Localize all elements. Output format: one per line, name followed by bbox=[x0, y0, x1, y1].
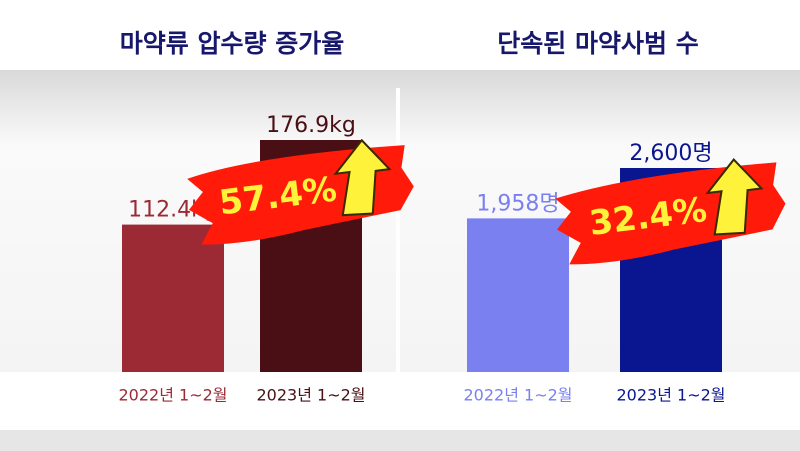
arrow bbox=[333, 138, 392, 217]
value-label: 176.9kg bbox=[266, 113, 356, 138]
x-tick-label: 2022년 1~2월 bbox=[118, 386, 227, 405]
bar bbox=[467, 218, 569, 372]
growth-badge: 57.4% bbox=[187, 138, 414, 245]
chart-title: 마약류 압수량 증가율 bbox=[120, 29, 344, 58]
value-label: 2,600명 bbox=[629, 141, 712, 166]
x-tick-label: 2023년 1~2월 bbox=[256, 386, 365, 405]
bar bbox=[122, 224, 224, 372]
divider bbox=[396, 88, 400, 372]
footer-band bbox=[0, 430, 800, 451]
growth-badge: 32.4% bbox=[555, 158, 786, 265]
chart-title: 단속된 마약사범 수 bbox=[497, 29, 698, 58]
arrow bbox=[705, 158, 764, 236]
x-tick-label: 2022년 1~2월 bbox=[463, 386, 572, 405]
x-tick-label: 2023년 1~2월 bbox=[616, 386, 725, 405]
value-label: 1,958명 bbox=[476, 191, 559, 216]
